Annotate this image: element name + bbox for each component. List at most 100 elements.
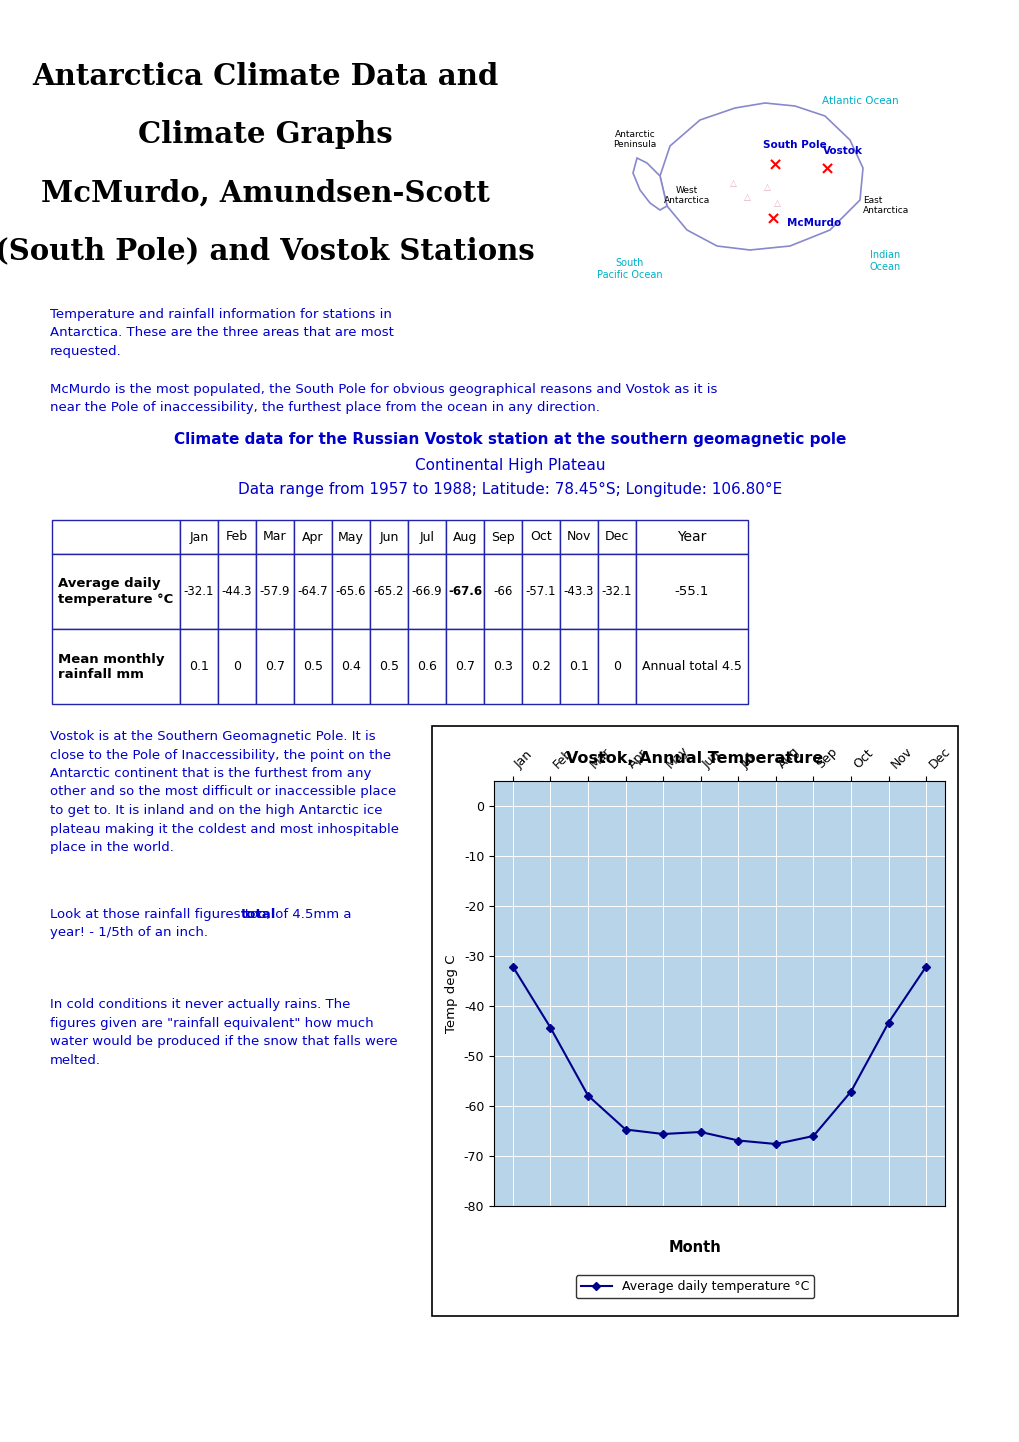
Text: Antarctica Climate Data and: Antarctica Climate Data and bbox=[32, 62, 497, 91]
Bar bbox=[52, 521, 179, 554]
Text: ×: × bbox=[818, 160, 834, 177]
Text: year! - 1/5th of an inch.: year! - 1/5th of an inch. bbox=[50, 926, 208, 939]
Text: -66: -66 bbox=[493, 585, 513, 598]
Bar bbox=[522, 629, 559, 704]
Bar bbox=[408, 629, 445, 704]
Bar bbox=[636, 554, 747, 629]
Text: Vostok: Vostok bbox=[822, 146, 862, 156]
Text: -32.1: -32.1 bbox=[183, 585, 214, 598]
Text: -55.1: -55.1 bbox=[675, 585, 708, 598]
Text: McMurdo: McMurdo bbox=[787, 218, 841, 228]
Text: -66.9: -66.9 bbox=[412, 585, 442, 598]
Text: Jan: Jan bbox=[190, 531, 209, 544]
Bar bbox=[370, 629, 408, 704]
Text: Month: Month bbox=[668, 1240, 720, 1256]
Bar bbox=[256, 629, 293, 704]
Text: -32.1: -32.1 bbox=[601, 585, 632, 598]
Bar bbox=[331, 554, 370, 629]
Text: Data range from 1957 to 1988; Latitude: 78.45°S; Longitude: 106.80°E: Data range from 1957 to 1988; Latitude: … bbox=[237, 482, 782, 497]
Bar bbox=[218, 521, 256, 554]
Text: Continental High Plateau: Continental High Plateau bbox=[415, 459, 604, 473]
Text: -65.2: -65.2 bbox=[373, 585, 404, 598]
Bar bbox=[445, 629, 484, 704]
Text: Climate data for the Russian Vostok station at the southern geomagnetic pole: Climate data for the Russian Vostok stat… bbox=[173, 433, 846, 447]
Text: May: May bbox=[337, 531, 364, 544]
Polygon shape bbox=[659, 102, 862, 249]
Text: Vostok, Annual Temperature: Vostok, Annual Temperature bbox=[566, 750, 822, 766]
Text: Average daily
temperature °C: Average daily temperature °C bbox=[58, 577, 173, 606]
Text: 0.4: 0.4 bbox=[340, 660, 361, 673]
Bar bbox=[370, 521, 408, 554]
Text: Indian
Ocean: Indian Ocean bbox=[868, 249, 900, 271]
Bar bbox=[293, 629, 331, 704]
Text: Mar: Mar bbox=[263, 531, 286, 544]
Bar bbox=[179, 554, 218, 629]
Text: Vostok is at the Southern Geomagnetic Pole. It is
close to the Pole of Inaccessi: Vostok is at the Southern Geomagnetic Po… bbox=[50, 730, 398, 854]
Text: of 4.5mm a: of 4.5mm a bbox=[270, 908, 351, 921]
Bar bbox=[408, 554, 445, 629]
Bar bbox=[331, 521, 370, 554]
Text: -43.3: -43.3 bbox=[564, 585, 594, 598]
Bar bbox=[179, 629, 218, 704]
Text: Climate Graphs: Climate Graphs bbox=[138, 120, 392, 149]
Text: Dec: Dec bbox=[604, 531, 629, 544]
Polygon shape bbox=[633, 159, 666, 211]
Text: McMurdo is the most populated, the South Pole for obvious geographical reasons a: McMurdo is the most populated, the South… bbox=[50, 384, 716, 414]
Text: -64.7: -64.7 bbox=[298, 585, 328, 598]
Text: McMurdo, Amundsen-Scott: McMurdo, Amundsen-Scott bbox=[41, 177, 489, 208]
Text: Antarctic
Peninsula: Antarctic Peninsula bbox=[612, 130, 656, 150]
Bar bbox=[484, 629, 522, 704]
Bar bbox=[597, 554, 636, 629]
Text: Look at those rainfall figures too,: Look at those rainfall figures too, bbox=[50, 908, 274, 921]
Bar bbox=[559, 554, 597, 629]
Text: Mean monthly
rainfall mm: Mean monthly rainfall mm bbox=[58, 652, 164, 681]
Bar bbox=[484, 521, 522, 554]
Text: 0.6: 0.6 bbox=[417, 660, 436, 673]
Bar bbox=[636, 521, 747, 554]
Text: total: total bbox=[240, 908, 276, 921]
Bar bbox=[256, 554, 293, 629]
Text: West
Antarctica: West Antarctica bbox=[663, 186, 709, 205]
Bar bbox=[432, 725, 957, 1317]
Text: 0.1: 0.1 bbox=[569, 660, 588, 673]
Text: 0.5: 0.5 bbox=[379, 660, 398, 673]
Text: ×: × bbox=[766, 156, 782, 174]
Text: 0.1: 0.1 bbox=[189, 660, 209, 673]
Bar bbox=[559, 629, 597, 704]
Text: In cold conditions it never actually rains. The
figures given are "rainfall equi: In cold conditions it never actually rai… bbox=[50, 998, 397, 1067]
Bar bbox=[559, 521, 597, 554]
Text: Oct: Oct bbox=[530, 531, 551, 544]
Bar bbox=[484, 554, 522, 629]
Text: △: △ bbox=[763, 183, 769, 192]
Bar bbox=[522, 554, 559, 629]
Bar bbox=[408, 521, 445, 554]
Bar bbox=[445, 521, 484, 554]
Bar bbox=[293, 521, 331, 554]
Bar bbox=[331, 629, 370, 704]
Text: △: △ bbox=[743, 193, 750, 202]
Text: Apr: Apr bbox=[302, 531, 323, 544]
Bar bbox=[218, 554, 256, 629]
Text: Aug: Aug bbox=[452, 531, 477, 544]
Text: -44.3: -44.3 bbox=[221, 585, 252, 598]
Bar bbox=[370, 554, 408, 629]
Bar bbox=[522, 521, 559, 554]
Text: 0: 0 bbox=[612, 660, 621, 673]
Text: △: △ bbox=[772, 199, 780, 208]
Text: South Pole: South Pole bbox=[762, 140, 826, 150]
Text: 0.7: 0.7 bbox=[454, 660, 475, 673]
Text: Jun: Jun bbox=[379, 531, 398, 544]
Text: 0.2: 0.2 bbox=[531, 660, 550, 673]
Text: Annual total 4.5: Annual total 4.5 bbox=[641, 660, 741, 673]
Text: -65.6: -65.6 bbox=[335, 585, 366, 598]
Text: 0: 0 bbox=[232, 660, 240, 673]
Bar bbox=[445, 554, 484, 629]
Text: 0.7: 0.7 bbox=[265, 660, 284, 673]
Bar bbox=[293, 554, 331, 629]
Bar bbox=[52, 629, 179, 704]
Bar bbox=[52, 554, 179, 629]
Text: East
Antarctica: East Antarctica bbox=[862, 196, 908, 215]
Bar bbox=[636, 629, 747, 704]
Text: South
Pacific Ocean: South Pacific Ocean bbox=[596, 258, 662, 280]
Text: (South Pole) and Vostok Stations: (South Pole) and Vostok Stations bbox=[0, 236, 534, 265]
